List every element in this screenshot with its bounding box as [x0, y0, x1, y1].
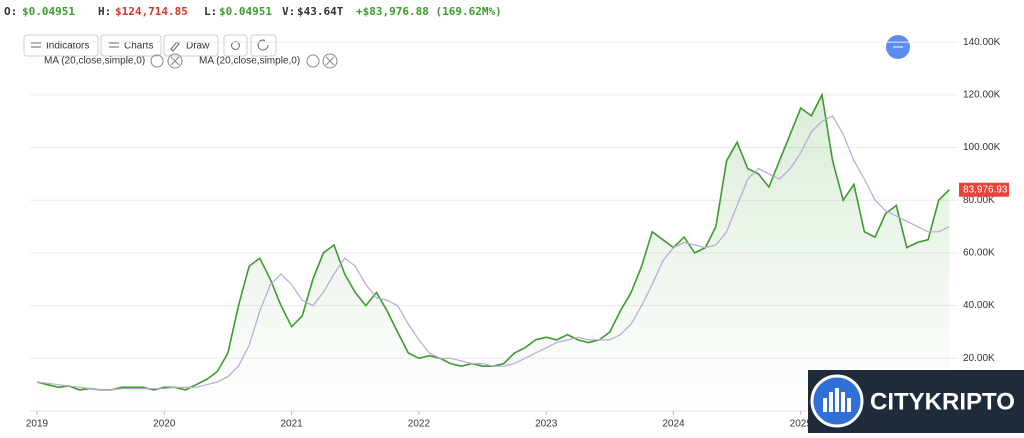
reset-button[interactable]	[250, 34, 277, 57]
low-label: L:	[204, 5, 217, 18]
indicator-settings[interactable]	[306, 54, 320, 68]
charts-text: Charts	[124, 41, 153, 52]
logo-bars	[823, 388, 851, 412]
indicator-legend: MA (20,close,simple,0) MA (20,close,simp…	[44, 53, 338, 69]
y-tick-label: 80.00K	[963, 195, 995, 206]
open-label: O:	[4, 5, 17, 18]
volume-label: V:	[282, 5, 295, 18]
price-area	[37, 94, 950, 412]
last-price-label: 83,976.93	[963, 184, 1008, 195]
draw-text: Draw	[186, 41, 210, 52]
charts-button[interactable]	[100, 34, 162, 57]
ohlc-header: O: $0.04951 H: $124,714.85 L: $0.04951 V…	[4, 5, 502, 18]
low: $0.04951	[219, 5, 272, 18]
y-tick-label: 120.00K	[963, 89, 1001, 100]
x-tick-label: 2021	[280, 419, 303, 430]
draw-button[interactable]	[163, 34, 219, 57]
x-tick-label: 2019	[26, 419, 49, 430]
toolbar: Indicators Charts Draw	[23, 34, 277, 57]
watermark: CITYKRIPTO	[808, 370, 1024, 433]
settings-button[interactable]	[223, 34, 248, 57]
y-tick-label: 20.00K	[963, 353, 995, 364]
x-tick-label: 2025	[790, 419, 813, 430]
open: $0.04951	[22, 5, 75, 18]
indicators-text: Indicators	[46, 41, 89, 52]
ma-line	[36, 115, 950, 391]
x-tick-label: 2023	[535, 419, 558, 430]
remove-icon	[170, 56, 180, 66]
x-tick-label: 2022	[408, 419, 431, 430]
watermark-text: CITYKRIPTO	[870, 388, 1015, 415]
x-tick-label: 2024	[662, 419, 685, 430]
change: +$83,976.88 (169.62M%)	[356, 5, 502, 18]
remove-icon	[325, 56, 335, 66]
reset-icon	[257, 39, 269, 51]
y-tick-label: 140.00K	[963, 37, 1001, 48]
x-tick-label: 2020	[153, 419, 176, 430]
volume: $43.64T	[297, 5, 344, 18]
last-price-box	[959, 182, 1009, 197]
y-tick-label: 100.00K	[963, 142, 1001, 153]
y-tick-label: 40.00K	[963, 300, 995, 311]
button-icons	[31, 41, 180, 52]
indicator-remove[interactable]	[167, 53, 183, 69]
indicator: MA (20,close,simple,0)	[199, 56, 300, 67]
y-tick-label: 60.00K	[963, 248, 995, 259]
high-label: H:	[98, 5, 111, 18]
indicators-button[interactable]	[23, 34, 99, 57]
high: $124,714.85	[115, 5, 188, 18]
gear-icon	[231, 41, 240, 50]
indicator-remove[interactable]	[322, 53, 338, 69]
plot: 20.00K 40.00K 60.00K 80.00K 100.00K 120.00K 14…	[26, 37, 1009, 430]
indicator: MA (20,close,simple,0)	[44, 56, 145, 67]
indicator-settings[interactable]	[150, 54, 164, 68]
